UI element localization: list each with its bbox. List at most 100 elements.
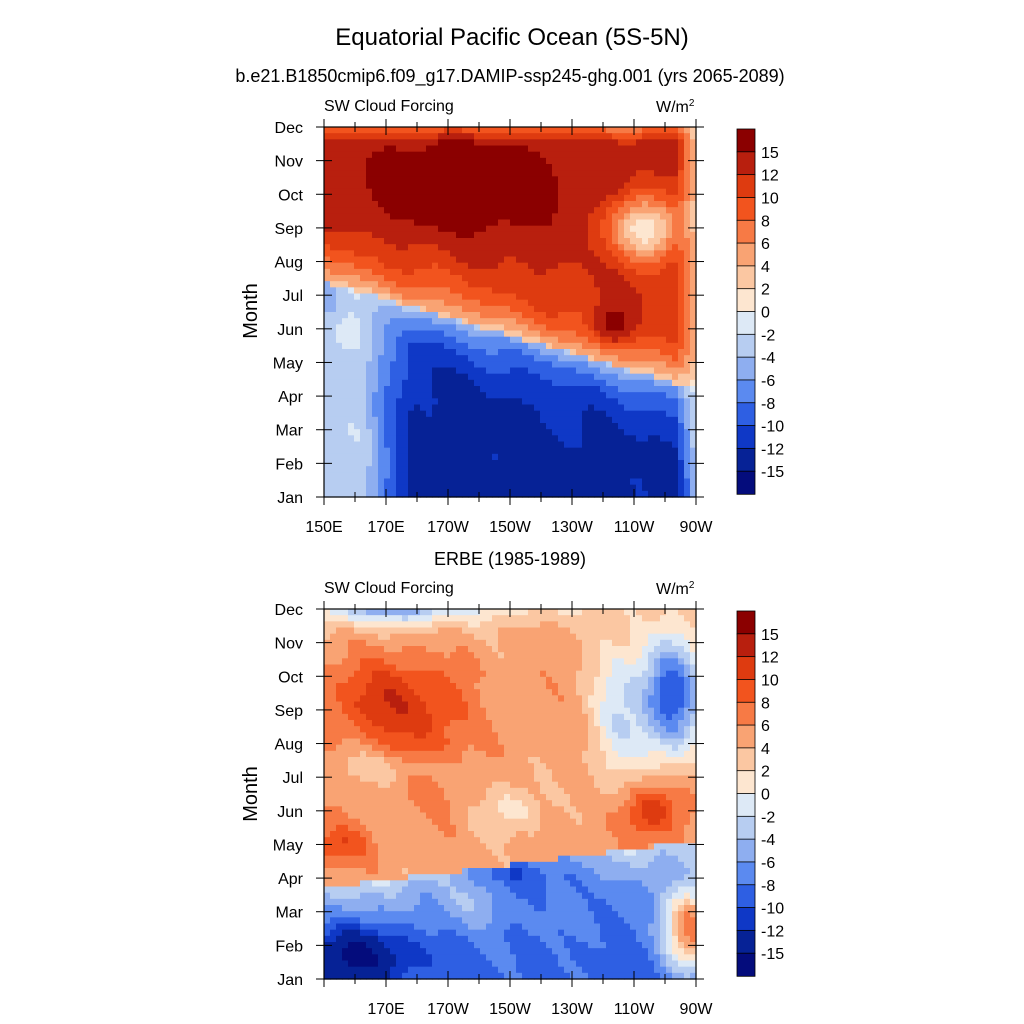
contour-cell — [666, 164, 673, 171]
colorbar-label: 2 — [761, 282, 770, 299]
contour-cell — [510, 410, 517, 418]
contour-cell — [336, 127, 343, 134]
contour-cell — [456, 429, 463, 436]
contour-cell — [366, 621, 373, 629]
contour-cell — [414, 324, 421, 332]
contour-cell — [348, 194, 355, 202]
contour-cell — [384, 633, 391, 641]
contour-cell — [630, 349, 637, 356]
contour-cell — [540, 441, 547, 449]
contour-cell — [468, 281, 475, 288]
contour-cell — [342, 404, 349, 412]
contour-cell — [498, 194, 505, 202]
contour-cell — [336, 157, 343, 165]
contour-cell — [456, 176, 463, 184]
contour-cell — [324, 447, 331, 455]
contour-cell — [396, 720, 403, 727]
contour-cell — [468, 244, 475, 251]
contour-cell — [330, 948, 337, 955]
contour-cell — [654, 299, 661, 307]
contour-cell — [432, 182, 439, 190]
contour-cell — [336, 800, 343, 807]
contour-cell — [420, 139, 427, 147]
contour-cell — [432, 787, 439, 795]
contour-cell — [336, 429, 343, 436]
contour-cell — [420, 268, 427, 276]
contour-cell — [462, 275, 469, 282]
contour-cell — [420, 726, 427, 733]
contour-cell — [450, 207, 457, 214]
contour-cell — [648, 293, 655, 301]
contour-cell — [396, 886, 403, 894]
contour-cell — [372, 886, 379, 894]
contour-cell — [456, 460, 463, 467]
contour-cell — [480, 139, 487, 147]
contour-cell — [330, 695, 337, 703]
contour-cell — [402, 478, 409, 486]
contour-cell — [432, 250, 439, 258]
contour-cell — [492, 435, 499, 443]
contour-cell — [690, 305, 697, 313]
contour-cell — [432, 367, 439, 375]
contour-cell — [432, 170, 439, 177]
contour-cell — [366, 460, 373, 467]
contour-cell — [402, 410, 409, 418]
contour-cell — [378, 194, 385, 202]
contour-cell — [612, 293, 619, 301]
contour-cell — [342, 905, 349, 912]
contour-cell — [690, 336, 697, 344]
contour-cell — [546, 367, 553, 375]
contour-cell — [414, 373, 421, 381]
contour-cell — [462, 379, 469, 387]
contour-cell — [552, 490, 559, 498]
contour-cell — [342, 917, 349, 925]
contour-cell — [594, 275, 601, 282]
contour-cell — [360, 256, 367, 264]
contour-cell — [378, 689, 385, 696]
contour-cell — [396, 330, 403, 338]
contour-cell — [618, 244, 625, 251]
contour-cell — [384, 683, 391, 690]
contour-cell — [420, 905, 427, 912]
contour-cell — [396, 664, 403, 672]
contour-cell — [432, 658, 439, 666]
contour-cell — [402, 960, 409, 968]
contour-cell — [420, 435, 427, 443]
contour-cell — [414, 201, 421, 208]
contour-cell — [606, 429, 613, 436]
contour-cell — [642, 392, 649, 399]
contour-cell — [594, 250, 601, 258]
contour-cell — [420, 701, 427, 709]
contour-cell — [486, 256, 493, 264]
contour-cell — [402, 794, 409, 801]
contour-cell — [462, 139, 469, 147]
contour-cell — [402, 312, 409, 319]
contour-cell — [570, 466, 577, 473]
contour-cell — [360, 738, 367, 746]
contour-cell — [636, 151, 643, 159]
contour-cell — [480, 238, 487, 245]
contour-cell — [684, 213, 691, 221]
contour-cell — [558, 139, 565, 147]
contour-cell — [468, 447, 475, 455]
contour-cell — [414, 732, 421, 740]
contour-cell — [648, 349, 655, 356]
contour-cell — [666, 231, 673, 239]
contour-cell — [432, 769, 439, 777]
contour-cell — [498, 188, 505, 196]
contour-cell — [396, 299, 403, 307]
contour-cell — [384, 960, 391, 968]
contour-cell — [366, 942, 373, 949]
contour-cell — [330, 392, 337, 399]
contour-cell — [456, 336, 463, 344]
contour-cell — [480, 361, 487, 369]
contour-cell — [342, 880, 349, 888]
contour-cell — [630, 127, 637, 134]
contour-cell — [558, 349, 565, 356]
contour-cell — [426, 268, 433, 276]
contour-cell — [402, 769, 409, 777]
contour-cell — [504, 429, 511, 436]
contour-cell — [438, 330, 445, 338]
contour-cell — [360, 942, 367, 949]
contour-cell — [438, 250, 445, 258]
